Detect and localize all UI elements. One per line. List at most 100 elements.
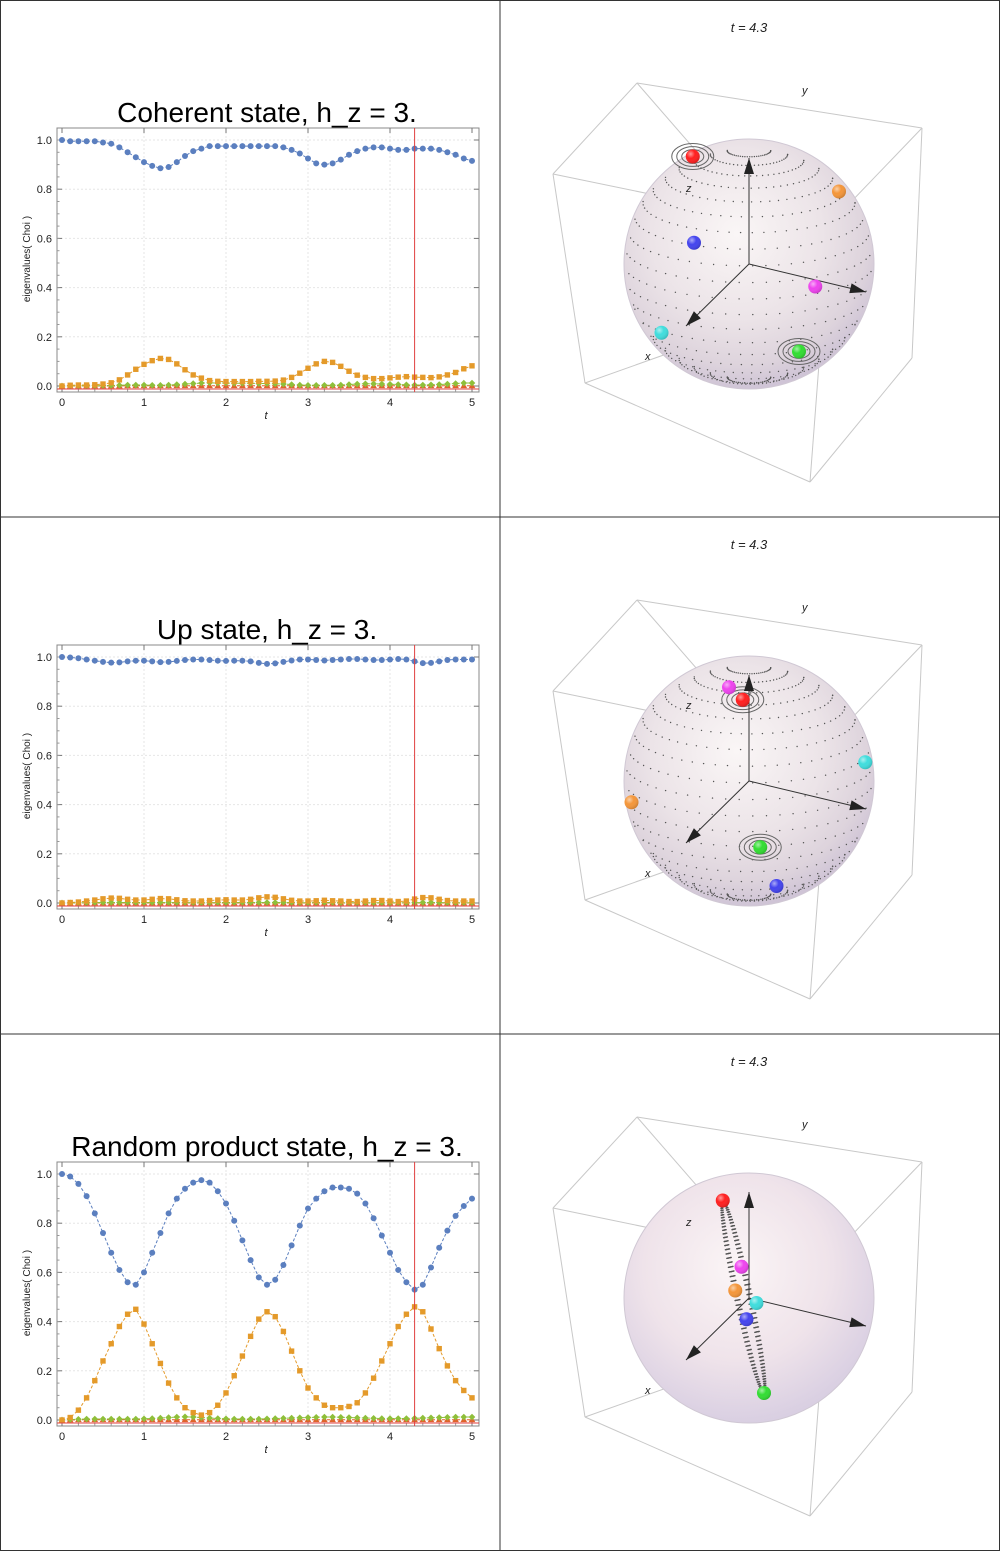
data-point xyxy=(247,143,254,150)
trajectory-dot xyxy=(816,276,818,278)
data-point xyxy=(75,1180,82,1187)
data-point xyxy=(370,897,377,904)
data-point xyxy=(256,1316,262,1322)
trajectory-dot xyxy=(642,204,644,206)
trajectory-dot xyxy=(687,177,689,179)
trajectory-dot xyxy=(710,214,712,216)
state-marker-shade xyxy=(654,325,669,340)
trajectory-dot xyxy=(722,897,724,900)
trajectory-dot xyxy=(726,380,728,383)
trajectory-dot xyxy=(739,248,741,250)
trajectory-dot xyxy=(816,825,818,827)
trajectory-dot xyxy=(647,816,649,818)
trajectory-dot xyxy=(860,779,862,781)
trajectory-dot xyxy=(637,824,639,827)
trajectory-dot xyxy=(634,218,636,220)
data-point xyxy=(362,374,369,381)
trajectory-dot xyxy=(664,176,667,179)
trajectory-dot xyxy=(728,1208,730,1211)
trajectory-dot xyxy=(664,304,667,307)
trajectory-dot xyxy=(739,870,742,873)
trajectory-dot xyxy=(711,375,713,378)
trajectory-dot xyxy=(751,899,753,901)
trajectory-dot xyxy=(850,312,853,314)
data-point xyxy=(427,1414,435,1422)
trajectory-dot xyxy=(866,791,868,793)
trajectory-dot xyxy=(736,383,739,385)
trajectory-dot xyxy=(829,720,832,722)
trajectory-dot xyxy=(773,703,775,705)
trajectory-dot xyxy=(668,355,670,357)
trajectory-dot xyxy=(681,242,683,244)
trajectory-dot xyxy=(761,898,764,900)
trajectory-dot xyxy=(830,332,832,334)
trajectory-dot xyxy=(734,1299,736,1302)
trajectory-dot xyxy=(703,892,705,894)
x-arrow-icon xyxy=(686,828,701,843)
data-point xyxy=(444,1363,451,1369)
data-point xyxy=(338,363,344,370)
data-point xyxy=(116,895,123,902)
trajectory-dot xyxy=(712,327,715,329)
trajectory-dot xyxy=(726,897,728,900)
trajectory-dot xyxy=(806,227,808,229)
trajectory-dot xyxy=(668,184,670,186)
trajectory-dot xyxy=(656,344,658,347)
trajectory-dot xyxy=(736,1235,739,1237)
trajectory-dot xyxy=(733,671,736,673)
trajectory-dot xyxy=(722,380,724,383)
trajectory-dot xyxy=(830,849,832,851)
data-point xyxy=(107,899,115,906)
z-axis-label: z xyxy=(685,1217,692,1229)
trajectory-dot xyxy=(762,1355,764,1358)
trajectory-dot xyxy=(753,899,756,901)
data-point xyxy=(272,1313,278,1320)
data-point xyxy=(436,896,442,903)
trajectory-dot xyxy=(709,890,712,892)
trajectory-dot xyxy=(699,196,701,199)
data-point xyxy=(59,654,65,660)
box-edge xyxy=(552,82,638,175)
trajectory-dot xyxy=(732,200,734,203)
trajectory-dot xyxy=(738,381,740,384)
data-point xyxy=(255,899,263,906)
bloch-sphere-up: t = 4.3 xyz xyxy=(552,537,923,1000)
data-point xyxy=(165,1210,172,1217)
trajectory-dot xyxy=(800,359,803,361)
trajectory-dot xyxy=(726,174,728,176)
trajectory-dot xyxy=(714,247,716,249)
trajectory-dot xyxy=(814,259,816,262)
trajectory-dot xyxy=(710,731,712,733)
trajectory-dot xyxy=(650,852,652,854)
trajectory-dot xyxy=(838,236,840,238)
trajectory-dot xyxy=(778,677,781,679)
data-point xyxy=(108,659,115,666)
trajectory-dot xyxy=(792,183,795,185)
data-point xyxy=(428,895,434,901)
trajectory-dot xyxy=(854,323,856,326)
trajectory-dot xyxy=(706,886,709,888)
trajectory-dot xyxy=(726,376,728,378)
trajectory-dot xyxy=(804,278,806,280)
y-axis-label: y xyxy=(801,1119,809,1131)
trajectory-dot xyxy=(675,275,677,277)
bloch-sphere-random: t = 4.3 xyz xyxy=(552,1054,923,1517)
data-point xyxy=(206,1179,213,1186)
trajectory-dot xyxy=(760,1343,763,1346)
trajectory-dot xyxy=(652,855,655,858)
data-point xyxy=(149,896,155,903)
trajectory-dot xyxy=(700,325,702,328)
trajectory-dot xyxy=(730,153,732,155)
trajectory-dot xyxy=(786,673,788,675)
data-point xyxy=(370,656,377,663)
trajectory-dot xyxy=(713,185,715,187)
trajectory-dot xyxy=(711,296,713,299)
trajectory-dot xyxy=(707,183,709,186)
trajectory-dot xyxy=(752,815,754,817)
trajectory-dot xyxy=(776,341,778,343)
trajectory-dot xyxy=(782,214,784,216)
trajectory-dot xyxy=(677,839,679,841)
y-tick-label: 0.8 xyxy=(37,184,52,196)
trajectory-dot xyxy=(792,700,795,702)
x-tick-label: 2 xyxy=(223,914,229,926)
